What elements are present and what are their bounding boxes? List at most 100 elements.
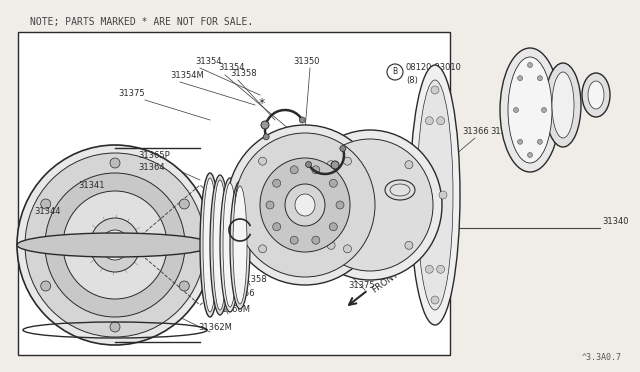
Ellipse shape (203, 178, 217, 312)
Text: 31341: 31341 (78, 180, 104, 189)
Text: 31556N: 31556N (546, 87, 579, 96)
Circle shape (331, 161, 339, 169)
Text: 31354: 31354 (195, 57, 221, 65)
Circle shape (330, 179, 337, 187)
Circle shape (330, 223, 337, 231)
Text: 31375: 31375 (118, 90, 145, 99)
Circle shape (327, 241, 335, 249)
Circle shape (426, 117, 433, 125)
Text: 31350: 31350 (293, 58, 319, 67)
Circle shape (405, 241, 413, 249)
Ellipse shape (385, 180, 415, 200)
Ellipse shape (417, 80, 453, 310)
Ellipse shape (227, 125, 383, 285)
Circle shape (312, 236, 320, 244)
Circle shape (538, 140, 542, 144)
Text: 08120-83010: 08120-83010 (406, 64, 462, 73)
Ellipse shape (233, 186, 247, 304)
Ellipse shape (500, 48, 560, 172)
Ellipse shape (260, 158, 350, 252)
Ellipse shape (45, 173, 185, 317)
Text: 31340: 31340 (602, 218, 628, 227)
Circle shape (273, 223, 281, 231)
Circle shape (261, 121, 269, 129)
Circle shape (405, 161, 413, 169)
Ellipse shape (25, 153, 205, 337)
Circle shape (431, 296, 439, 304)
Ellipse shape (582, 73, 610, 117)
Ellipse shape (508, 57, 552, 163)
Circle shape (344, 245, 351, 253)
Ellipse shape (410, 65, 460, 325)
Circle shape (344, 157, 351, 165)
Text: *: * (307, 189, 313, 202)
Circle shape (423, 191, 431, 199)
Circle shape (426, 265, 433, 273)
Ellipse shape (295, 194, 315, 216)
Circle shape (290, 166, 298, 174)
Text: 31365P: 31365P (138, 151, 170, 160)
Ellipse shape (552, 72, 574, 138)
Circle shape (259, 157, 267, 165)
Text: 31362M: 31362M (198, 324, 232, 333)
Ellipse shape (210, 175, 230, 315)
Circle shape (541, 108, 547, 112)
Circle shape (527, 62, 532, 67)
Text: 31356: 31356 (228, 289, 255, 298)
Text: FRONT: FRONT (370, 270, 400, 294)
Ellipse shape (545, 63, 581, 147)
Circle shape (538, 76, 542, 81)
Text: (8): (8) (406, 76, 418, 84)
Ellipse shape (285, 184, 325, 226)
Circle shape (110, 322, 120, 332)
Text: 31354M: 31354M (170, 71, 204, 80)
Circle shape (436, 117, 445, 125)
Circle shape (263, 134, 269, 140)
Ellipse shape (230, 181, 250, 309)
FancyBboxPatch shape (18, 32, 450, 355)
Circle shape (259, 245, 267, 253)
Circle shape (273, 179, 281, 187)
Circle shape (340, 145, 346, 151)
Text: B: B (392, 67, 397, 77)
Text: 31362: 31362 (382, 142, 408, 151)
Ellipse shape (200, 173, 220, 317)
Ellipse shape (307, 139, 433, 271)
Text: 31366: 31366 (462, 128, 489, 137)
Circle shape (527, 153, 532, 157)
Circle shape (336, 201, 344, 209)
Circle shape (305, 161, 312, 167)
Text: *: * (259, 96, 265, 109)
Text: 31555N: 31555N (513, 108, 546, 116)
Ellipse shape (220, 178, 240, 312)
Circle shape (290, 236, 298, 244)
Text: 31354: 31354 (218, 64, 244, 73)
Circle shape (266, 201, 274, 209)
Circle shape (41, 281, 51, 291)
Circle shape (327, 161, 335, 169)
Ellipse shape (101, 230, 129, 260)
Ellipse shape (588, 81, 604, 109)
Text: 31366M: 31366M (216, 305, 250, 314)
Circle shape (300, 117, 305, 123)
Ellipse shape (235, 133, 375, 277)
Circle shape (312, 166, 320, 174)
Ellipse shape (17, 145, 213, 345)
Circle shape (431, 86, 439, 94)
Circle shape (41, 199, 51, 209)
Text: 31364: 31364 (138, 163, 164, 171)
Circle shape (179, 281, 189, 291)
Circle shape (179, 199, 189, 209)
Ellipse shape (90, 218, 140, 272)
Circle shape (518, 76, 523, 81)
Text: NOTE; PARTS MARKED * ARE NOT FOR SALE.: NOTE; PARTS MARKED * ARE NOT FOR SALE. (30, 17, 253, 27)
Ellipse shape (17, 233, 213, 257)
Text: 31344: 31344 (34, 208, 61, 217)
Ellipse shape (298, 130, 442, 280)
Text: ^3.3A0.7: ^3.3A0.7 (582, 353, 622, 362)
Ellipse shape (213, 180, 227, 310)
Ellipse shape (223, 183, 237, 307)
Text: 31361: 31361 (368, 158, 395, 167)
Text: 31358: 31358 (230, 70, 257, 78)
Text: 31358: 31358 (240, 276, 267, 285)
